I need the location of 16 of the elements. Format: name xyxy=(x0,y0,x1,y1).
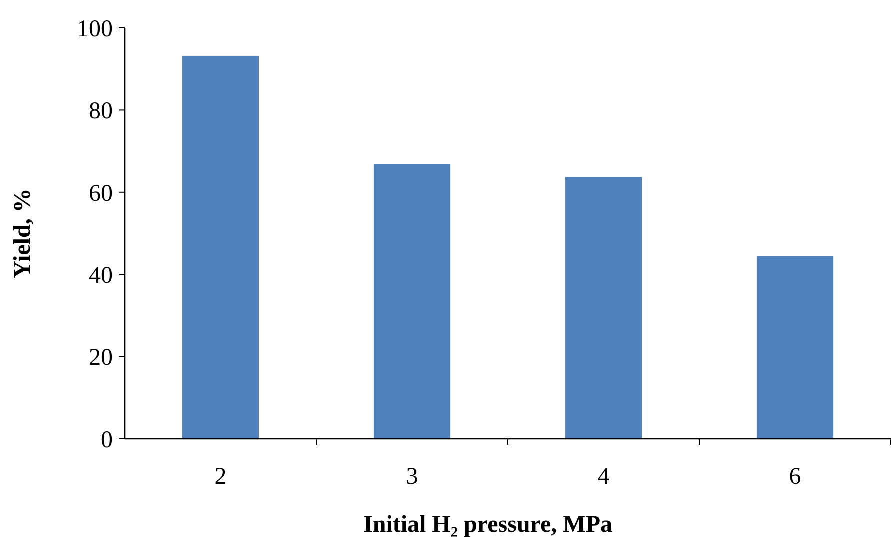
bar xyxy=(182,56,260,439)
x-tick-label: 2 xyxy=(214,464,227,490)
bar xyxy=(565,177,642,439)
y-tick-label: 60 xyxy=(89,180,113,207)
y-tick-label: 20 xyxy=(89,345,113,372)
y-tick-label: 100 xyxy=(77,16,113,42)
x-axis-title: Initial H₂ pressure, MPa xyxy=(364,512,612,537)
bar xyxy=(756,256,834,439)
y-tick-label: 40 xyxy=(89,263,113,289)
x-tick-label: 6 xyxy=(789,464,802,490)
y-axis-title: Yield, % xyxy=(10,188,36,278)
x-tick-label: 4 xyxy=(598,464,610,490)
bar xyxy=(374,164,451,439)
y-tick-label: 80 xyxy=(89,98,113,125)
y-tick-label: 0 xyxy=(101,427,113,454)
x-tick-label: 3 xyxy=(406,464,418,490)
